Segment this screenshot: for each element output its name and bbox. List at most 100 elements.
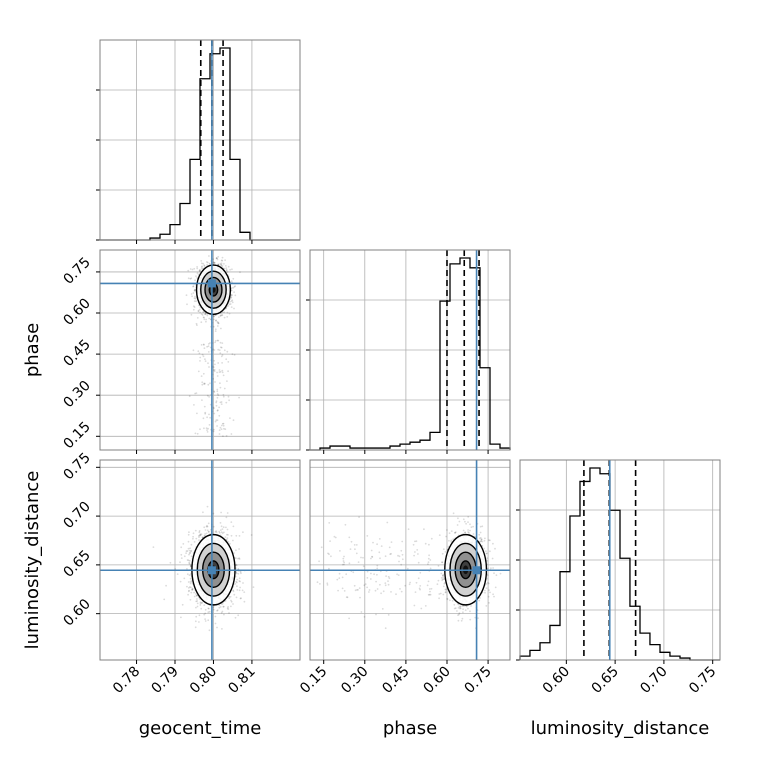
sample-point [239, 580, 242, 583]
sample-point [467, 531, 469, 533]
sample-point [213, 428, 215, 431]
sample-point [223, 349, 226, 352]
sample-point [454, 607, 457, 609]
sample-point [213, 318, 215, 321]
sample-point [233, 354, 236, 356]
sample-point [457, 619, 460, 622]
sample-point [228, 399, 231, 402]
sample-point [226, 380, 228, 382]
sample-point [499, 572, 502, 575]
sample-point [218, 316, 220, 318]
sample-point [485, 552, 488, 555]
sample-point [207, 427, 210, 430]
sample-point [212, 369, 215, 371]
sample-point [220, 531, 223, 534]
sample-point [472, 533, 475, 535]
sample-point [180, 557, 183, 559]
sample-point [220, 611, 223, 614]
sample-point [194, 392, 197, 395]
sample-point [201, 383, 204, 386]
sample-point [488, 589, 490, 591]
sample-point [250, 534, 253, 536]
sample-point [218, 530, 221, 533]
sample-point [464, 520, 466, 523]
sample-point [223, 267, 226, 270]
sample-point [199, 311, 202, 314]
sample-point [195, 594, 198, 597]
sample-point [219, 386, 222, 389]
sample-point [488, 602, 490, 604]
sample-point [221, 628, 223, 630]
sample-point [192, 292, 195, 294]
sample-point [231, 353, 234, 356]
sample-point [228, 312, 231, 315]
sample-point [461, 617, 464, 620]
sample-point [238, 589, 241, 592]
sample-point [186, 585, 188, 588]
sample-point [204, 411, 207, 414]
sample-point [191, 588, 194, 591]
sample-point [209, 342, 211, 344]
sample-point [222, 422, 225, 425]
sample-point [238, 396, 241, 399]
sample-point [217, 322, 220, 325]
sample-point [201, 381, 204, 384]
sample-point [217, 394, 220, 396]
sample-point [216, 371, 219, 374]
sample-point [204, 608, 207, 611]
sample-point [180, 553, 183, 556]
sample-point [208, 262, 211, 265]
sample-point [190, 550, 192, 553]
sample-point [187, 547, 190, 550]
sample-point [189, 577, 192, 580]
sample-point [228, 612, 230, 614]
sample-point [480, 538, 483, 541]
sample-point [208, 396, 211, 398]
sample-point [487, 567, 489, 570]
sample-point [212, 525, 215, 528]
sample-point [235, 596, 238, 599]
sample-point [231, 294, 233, 297]
sample-point [224, 600, 227, 602]
sample-point [469, 529, 471, 532]
sample-point [214, 622, 217, 625]
sample-point [222, 424, 225, 427]
sample-point [165, 584, 168, 587]
sample-point [236, 578, 239, 581]
sample-point [212, 608, 215, 611]
sample-point [196, 602, 199, 605]
sample-point [227, 608, 230, 610]
sample-point [204, 313, 207, 316]
sample-point [198, 269, 201, 272]
sample-point [199, 269, 201, 272]
sample-point [200, 344, 203, 346]
sample-point [185, 294, 188, 297]
sample-point [205, 532, 208, 535]
sample-point [188, 395, 191, 398]
sample-point [454, 531, 457, 533]
sample-point [219, 341, 222, 344]
sample-point [238, 548, 241, 550]
sample-point [192, 349, 195, 352]
sample-point [204, 533, 207, 535]
sample-point [207, 362, 209, 365]
sample-point [192, 532, 195, 535]
sample-point [222, 526, 225, 529]
sample-point [179, 580, 182, 583]
sample-point [199, 602, 202, 605]
sample-point [202, 316, 205, 319]
sample-point [207, 531, 210, 533]
sample-point [235, 534, 238, 537]
sample-point [195, 615, 198, 618]
sample-point [238, 558, 241, 560]
panel-phase-histogram [306, 249, 511, 451]
sample-point [188, 586, 191, 588]
sample-point [485, 587, 488, 589]
sample-point [209, 263, 211, 265]
sample-point [225, 267, 228, 270]
sample-point [202, 372, 205, 375]
sample-point [460, 619, 463, 622]
sample-point [226, 537, 229, 540]
sample-point [217, 339, 220, 342]
sample-point [233, 291, 236, 293]
